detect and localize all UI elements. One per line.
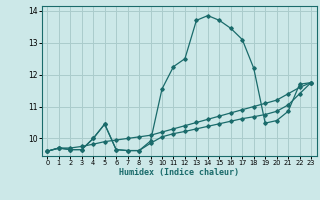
X-axis label: Humidex (Indice chaleur): Humidex (Indice chaleur) (119, 168, 239, 177)
